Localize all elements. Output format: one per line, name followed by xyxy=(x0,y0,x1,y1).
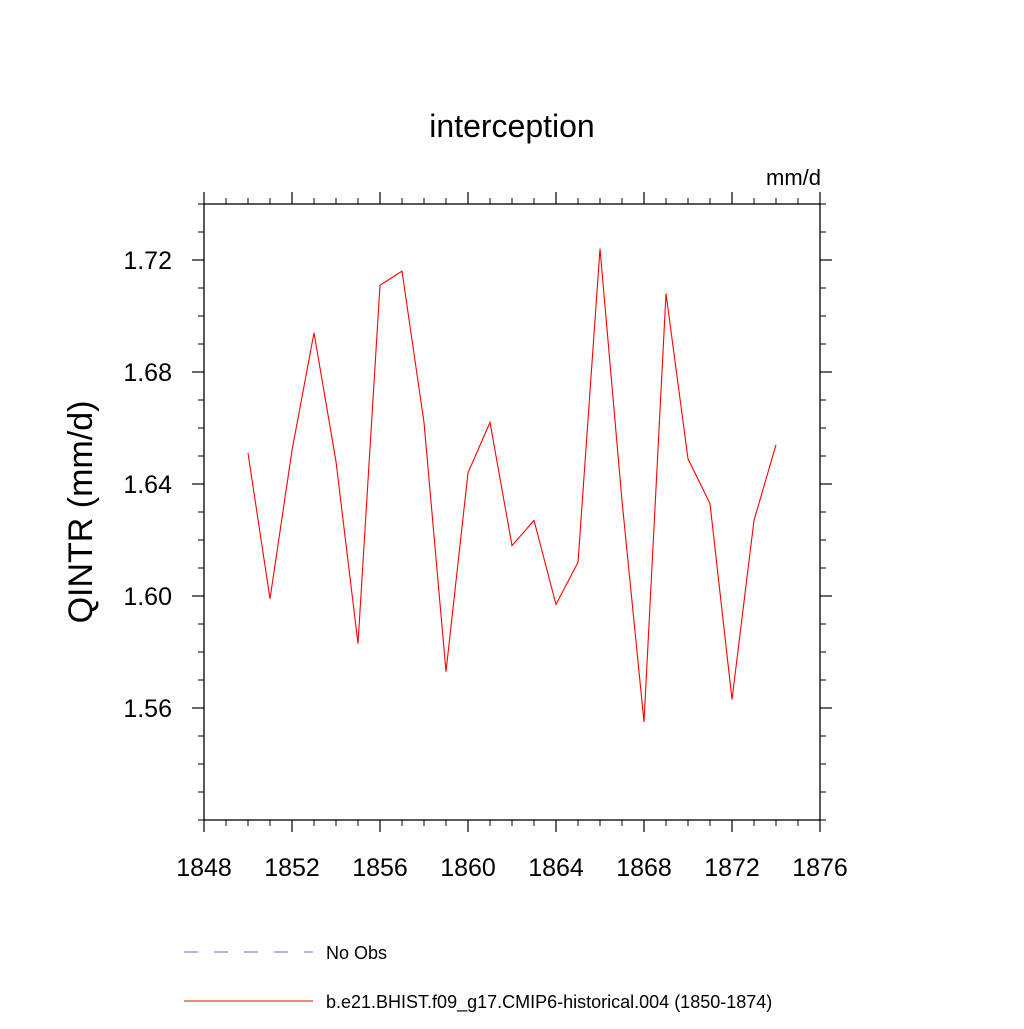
x-tick-label: 1860 xyxy=(440,854,496,882)
y-tick-label: 1.60 xyxy=(123,583,172,611)
x-tick-label: 1876 xyxy=(792,854,848,882)
plot-frame xyxy=(203,203,821,821)
x-tick-label: 1872 xyxy=(704,854,760,882)
y-tick-label: 1.64 xyxy=(123,471,172,499)
x-tick-label: 1868 xyxy=(616,854,672,882)
series-line xyxy=(247,248,777,723)
legend: No Obs b.e21.BHIST.f09_g17.CMIP6-historic… xyxy=(184,943,772,1013)
chart-title: interception xyxy=(429,108,594,144)
x-axis: 1848 1852 1856 1860 1864 1868 1872 1876 xyxy=(176,192,848,882)
legend-label: b.e21.BHIST.f09_g17.CMIP6-historical.004… xyxy=(326,992,772,1013)
legend-label: No Obs xyxy=(326,943,387,963)
y-axis: 1.56 1.60 1.64 1.68 1.72 xyxy=(123,203,832,821)
y-tick-label: 1.72 xyxy=(123,247,172,275)
x-tick-label: 1848 xyxy=(176,854,232,882)
x-tick-label: 1864 xyxy=(528,854,584,882)
y-tick-label: 1.68 xyxy=(123,359,172,387)
series-layer xyxy=(247,248,777,723)
units-label: mm/d xyxy=(766,165,821,190)
x-tick-label: 1856 xyxy=(352,854,408,882)
x-tick-label: 1852 xyxy=(264,854,320,882)
y-tick-label: 1.56 xyxy=(123,695,172,723)
y-axis-label: QINTR (mm/d) xyxy=(62,401,100,624)
